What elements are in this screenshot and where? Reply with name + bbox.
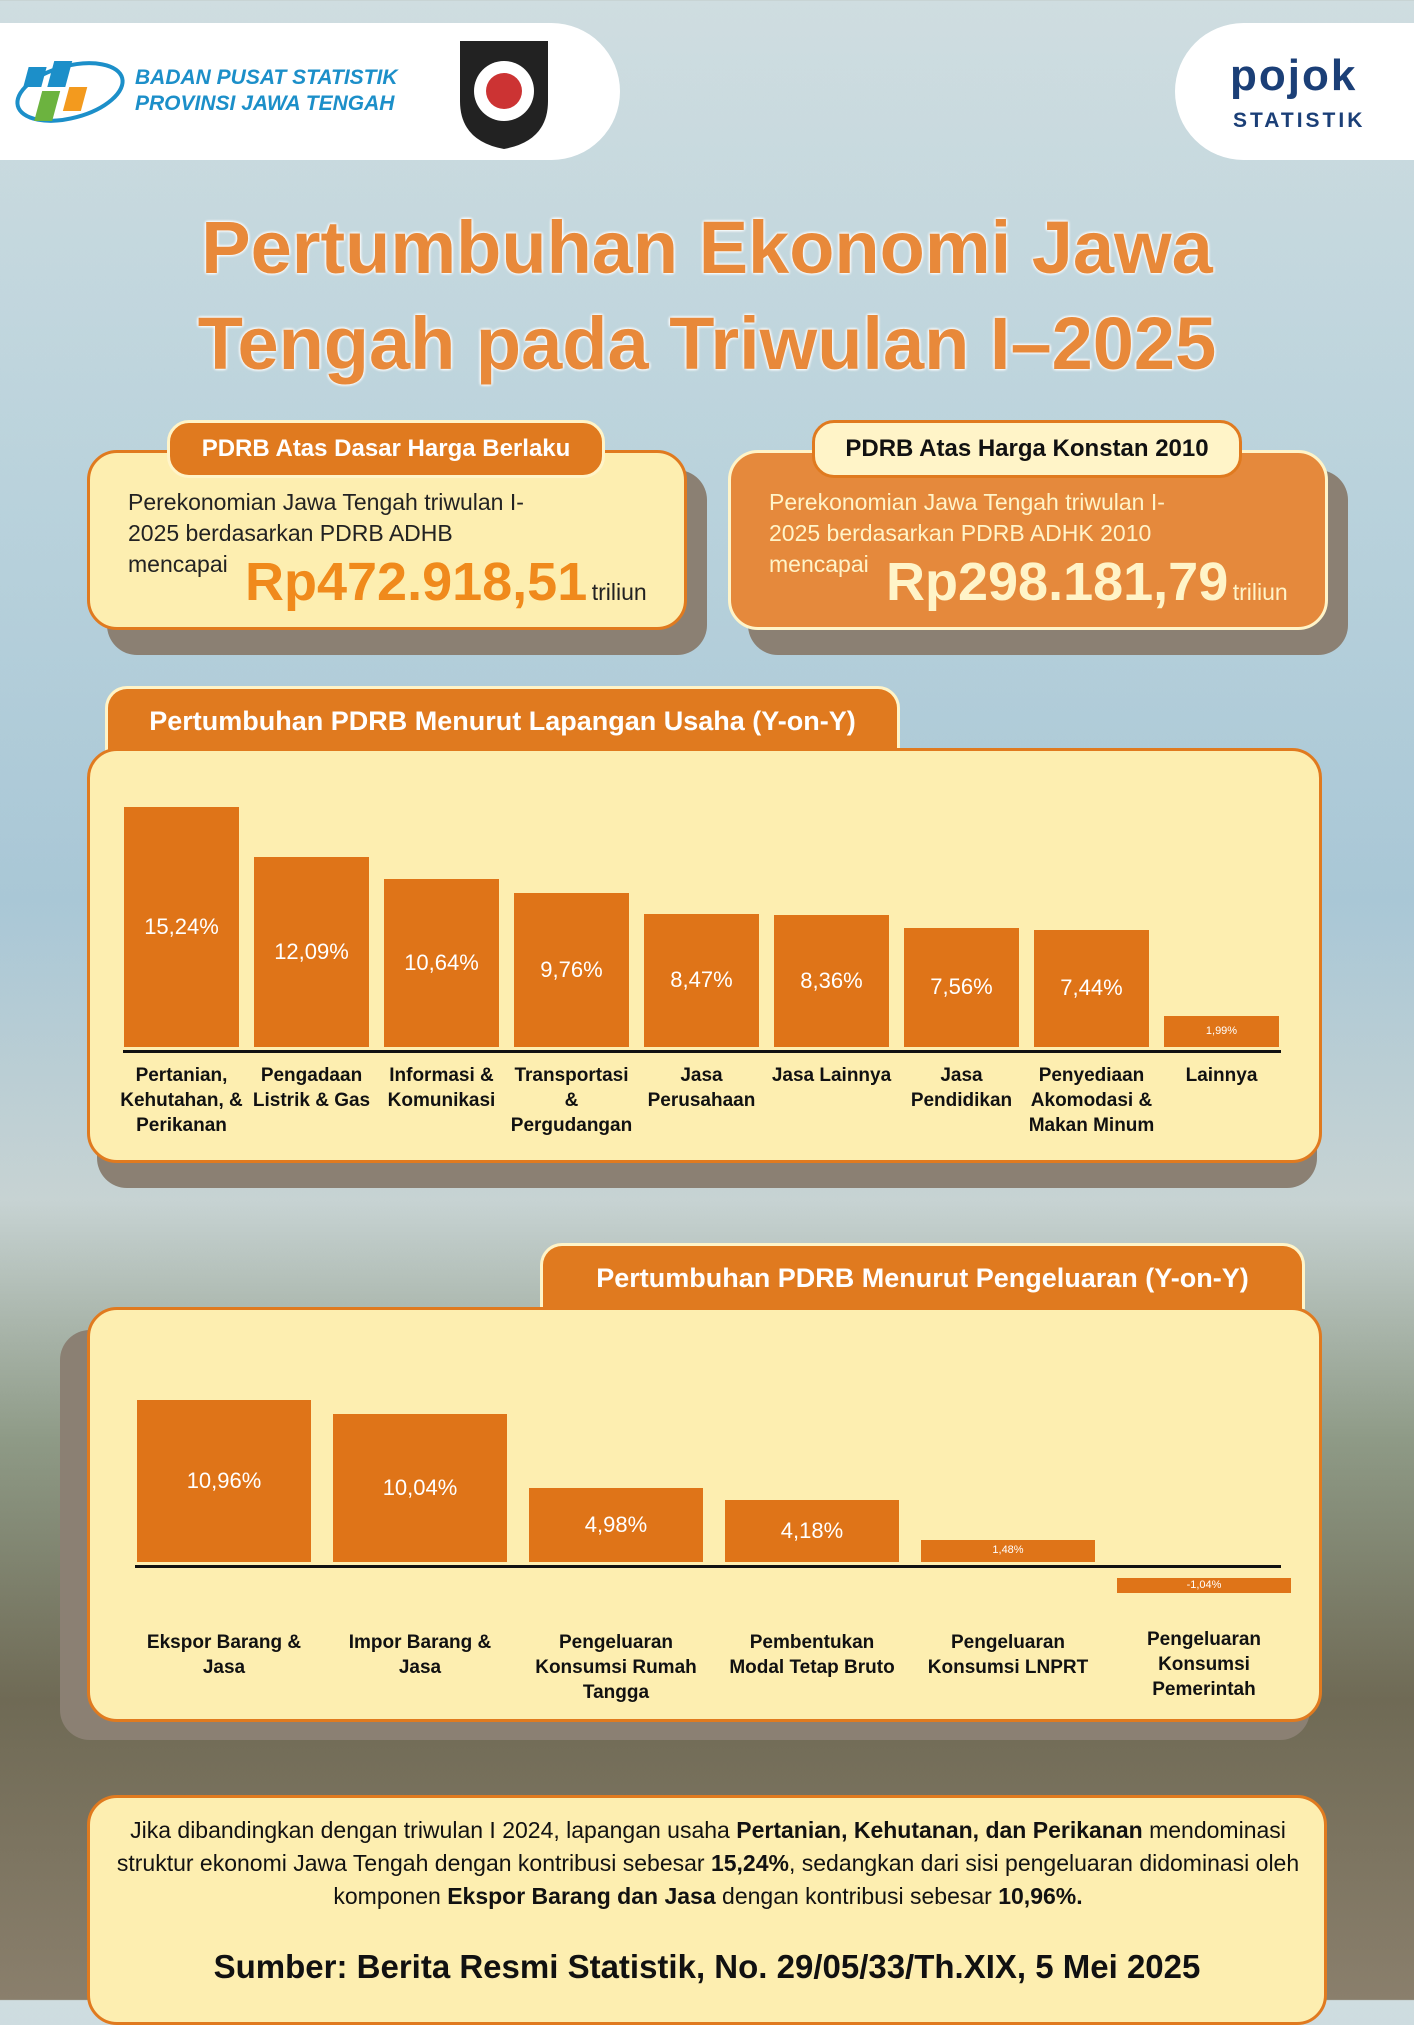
- card-tab: PDRB Atas Dasar Harga Berlaku: [167, 420, 605, 478]
- value-label: 10,64%: [404, 950, 479, 976]
- category-label: Jasa Perusahaan: [647, 1065, 756, 1111]
- value-label: 10,96%: [186, 1467, 262, 1493]
- card-text: Perekonomian Jawa Tengah triwulan I-2025…: [128, 489, 524, 577]
- bar: [529, 1488, 703, 1562]
- org-region: PROVINSI JAWA TENGAH: [135, 92, 395, 115]
- value-label: 7,56%: [930, 974, 993, 1000]
- bar: [514, 893, 629, 1047]
- summary-segment: Ekspor Barang dan Jasa: [447, 1883, 716, 1909]
- card-unit: triliun: [591, 579, 647, 605]
- category-label: Pengeluaran Konsumsi Pemerintah: [1146, 1629, 1262, 1700]
- category-label: Pengadaan Listrik & Gas: [252, 1065, 371, 1111]
- value-label: 4,18%: [780, 1517, 844, 1543]
- chart-panel: 15,24% Pertanian, Kehutahan, & Perikanan 1…: [87, 748, 1322, 1163]
- card-amount-wrap: Rp472.918,51 triliun: [245, 551, 647, 613]
- category-label: Pembentukan Modal Tetap Bruto: [729, 1632, 895, 1678]
- card-adhb: Perekonomian Jawa Tengah triwulan I-2025…: [87, 450, 687, 630]
- summary-segment: Pertanian, Kehutanan, dan Perikanan: [736, 1817, 1143, 1843]
- bar: [725, 1500, 899, 1562]
- category-label: Jasa Lainnya: [771, 1065, 892, 1086]
- value-label: 1,99%: [1205, 1024, 1238, 1037]
- value-label: -1,04%: [1186, 1579, 1222, 1592]
- card-amount-wrap: Rp298.181,79 triliun: [886, 551, 1288, 613]
- bar: [333, 1413, 507, 1562]
- card-amount: Rp472.918,51: [245, 552, 588, 612]
- header-right: pojok STATISTIK: [1175, 23, 1414, 160]
- bar: [124, 807, 239, 1047]
- summary-segment: Jika dibandingkan dengan triwulan I 2024…: [130, 1817, 737, 1843]
- card-amount: Rp298.181,79: [886, 552, 1229, 612]
- pojok-word: pojok: [1230, 51, 1358, 100]
- chart-title: Pertumbuhan PDRB Menurut Pengeluaran (Y-…: [540, 1243, 1305, 1309]
- bar: [1117, 1578, 1291, 1594]
- bar: [137, 1400, 311, 1562]
- bar: [921, 1540, 1095, 1562]
- source: Sumber: Berita Resmi Statistik, No. 29/0…: [213, 1948, 1201, 1985]
- category-label: Lainnya: [1185, 1065, 1258, 1086]
- card-adhk: Perekonomian Jawa Tengah triwulan I-2025…: [728, 450, 1328, 630]
- category-label: Pengeluaran Konsumsi LNPRT: [927, 1632, 1089, 1678]
- summary-segment: mendominasi struktur ekonomi Jawa Tengah…: [116, 1817, 1286, 1876]
- category-label: Pertanian, Kehutahan, & Perikanan: [120, 1065, 243, 1136]
- bar: [1034, 929, 1149, 1047]
- value-label: 15,24%: [144, 913, 219, 939]
- category-label: Informasi & Komunikasi: [387, 1065, 496, 1111]
- bar: [904, 927, 1019, 1047]
- value-label: 1,48%: [992, 1544, 1024, 1557]
- bar: [1164, 1015, 1279, 1047]
- summary-text: Jika dibandingkan dengan triwulan I 2024…: [110, 1814, 1306, 1913]
- category-label: Jasa Pendidikan: [910, 1065, 1013, 1111]
- value-label: 10,04%: [382, 1474, 458, 1500]
- main-title: Pertumbuhan Ekonomi Jawa Tengah pada Tri…: [197, 206, 1217, 385]
- statistik-word: STATISTIK: [1233, 109, 1366, 132]
- summary-segment: , sedangkan dari sisi pengeluaran didomi…: [333, 1850, 1300, 1909]
- summary-box: Jika dibandingkan dengan triwulan I 2024…: [87, 1795, 1327, 2025]
- value-label: 4,98%: [584, 1511, 648, 1537]
- chart-panel: 10,96% Ekspor Barang & Jasa 10,04% Impor Ba…: [87, 1307, 1322, 1722]
- value-label: 12,09%: [274, 938, 349, 964]
- value-label: 7,44%: [1060, 975, 1123, 1001]
- bar: [774, 915, 889, 1047]
- value-label: 8,47%: [670, 967, 733, 993]
- category-label: Pengeluaran Konsumsi Rumah Tangga: [535, 1632, 697, 1703]
- card-text: Perekonomian Jawa Tengah triwulan I-2025…: [769, 489, 1165, 577]
- category-label: Impor Barang & Jasa: [348, 1632, 492, 1678]
- category-label: Ekspor Barang & Jasa: [146, 1632, 302, 1678]
- undip-logo: [460, 41, 548, 149]
- bps-logo: [15, 61, 125, 123]
- baseline: [135, 1565, 1281, 1568]
- bar: [384, 879, 499, 1047]
- header-left: BADAN PUSAT STATISTIK PROVINSI JAWA TENG…: [0, 23, 620, 160]
- bar: [644, 913, 759, 1047]
- chart-title: Pertumbuhan PDRB Menurut Lapangan Usaha …: [105, 686, 900, 752]
- card-tab: PDRB Atas Harga Konstan 2010: [812, 420, 1242, 478]
- summary-segment: 15,24%: [710, 1850, 789, 1876]
- summary-segment: dengan kontribusi sebesar: [715, 1883, 999, 1909]
- category-label: Transportasi & Pergudangan: [510, 1065, 633, 1136]
- card-unit: triliun: [1232, 579, 1288, 605]
- value-label: 9,76%: [540, 956, 603, 982]
- org-name: BADAN PUSAT STATISTIK: [135, 66, 398, 89]
- bar: [254, 856, 369, 1047]
- value-label: 8,36%: [800, 967, 863, 993]
- category-label: Penyediaan Akomodasi & Makan Minum: [1028, 1065, 1155, 1136]
- baseline: [123, 1050, 1281, 1053]
- summary-segment: 10,96%.: [998, 1883, 1083, 1909]
